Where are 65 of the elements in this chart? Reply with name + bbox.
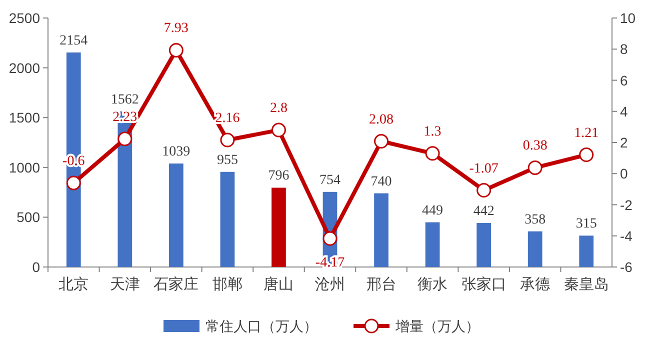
x-tick-label: 邢台 — [366, 276, 396, 293]
point — [374, 134, 389, 149]
x-tick-label: 衡水 — [418, 276, 448, 293]
y2-tick-label: 10 — [620, 10, 636, 26]
bar — [272, 188, 286, 267]
y-tick-label: 2500 — [8, 10, 40, 26]
bar — [374, 193, 388, 267]
y2-tick-label: 4 — [620, 103, 628, 120]
bar — [425, 222, 440, 267]
bar — [476, 222, 491, 267]
point — [425, 146, 440, 161]
data-label: 754 — [320, 172, 340, 188]
data-label: 315 — [576, 216, 597, 232]
bar — [528, 231, 542, 267]
bar — [579, 236, 594, 267]
data-label: 2.8 — [270, 101, 288, 116]
x-tick-label: 北京 — [58, 276, 89, 293]
point — [271, 122, 286, 138]
y2-tick-label: 6 — [620, 72, 628, 88]
data-label: 2.08 — [369, 112, 394, 128]
y-tick-label: 1500 — [8, 110, 40, 126]
point — [168, 42, 184, 58]
point — [66, 176, 81, 190]
x-tick-label: 秦皇岛 — [564, 276, 609, 293]
y2-tick-label: 0 — [620, 166, 628, 182]
y-tick-label: 0 — [32, 259, 40, 275]
data-label: 955 — [216, 152, 238, 168]
x-tick-label: 唐山 — [264, 276, 294, 293]
data-label: 1.3 — [424, 124, 442, 140]
legend-label: 常住人口（万人） — [206, 318, 318, 334]
point — [220, 132, 235, 148]
data-label: 0.38 — [522, 138, 548, 154]
y2-tick-label: -2 — [620, 196, 633, 213]
data-label: 1039 — [162, 144, 190, 160]
x-tick-label: 石家庄 — [154, 276, 199, 293]
data-label: 7.93 — [164, 21, 188, 36]
point — [118, 132, 132, 146]
x-tick-label: 张家口 — [461, 276, 506, 293]
data-label: 442 — [473, 204, 494, 219]
x-tick-label: 沧州 — [315, 276, 345, 293]
data-label: 1.21 — [574, 126, 599, 141]
x-tick-label: 天津 — [110, 276, 140, 293]
point — [579, 148, 594, 162]
y2-tick-label: 2 — [620, 134, 628, 150]
data-label: 796 — [268, 168, 290, 184]
legend-label: 增量（万人） — [394, 318, 480, 334]
y-tick-label: 500 — [16, 209, 40, 226]
y-tick-label: 2000 — [8, 60, 40, 76]
point — [322, 231, 338, 246]
data-label: 1562 — [110, 92, 139, 108]
data-label: 358 — [524, 212, 546, 228]
data-label: 449 — [422, 203, 444, 218]
point — [528, 160, 542, 175]
y2-tick-label: -6 — [620, 259, 633, 275]
x-tick-label: 承德 — [520, 276, 550, 293]
x-tick-label: 邯郸 — [212, 276, 242, 293]
bar — [169, 164, 184, 267]
y2-tick-label: 8 — [620, 41, 628, 58]
point — [476, 183, 492, 198]
bar — [220, 172, 235, 267]
y-tick-label: 1000 — [8, 159, 40, 176]
data-label: 2154 — [60, 33, 88, 48]
y2-tick-label: -4 — [620, 228, 633, 244]
data-label: -1.07 — [469, 161, 498, 176]
data-label: 740 — [370, 174, 392, 190]
